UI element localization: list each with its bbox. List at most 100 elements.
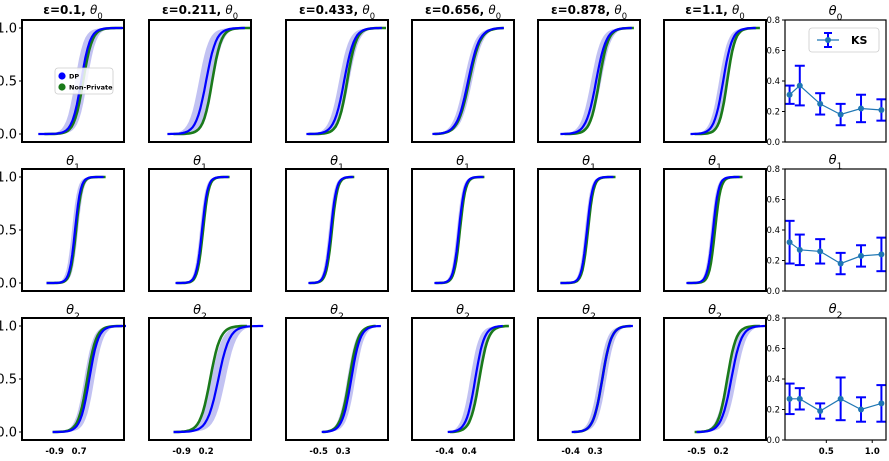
x-tick-label: 0.2	[714, 447, 729, 457]
ks-y-tick-label: 0.0	[766, 287, 780, 297]
panel-frame	[663, 168, 767, 292]
ks-y-tick-label: 0.2	[766, 108, 780, 118]
x-tick-label: -0.9	[172, 447, 191, 457]
panel-frame	[663, 317, 767, 441]
panel-title: θ1	[708, 154, 722, 173]
panel-frame	[537, 317, 641, 441]
dp-curve	[686, 175, 740, 285]
ks-y-tick-label: 0.0	[766, 436, 780, 446]
panel-frame	[411, 168, 515, 292]
panel-frame	[537, 19, 641, 143]
x-tick-label: 0.3	[588, 447, 603, 457]
cdf-panel-r1-c2: θ1	[285, 154, 389, 292]
ks-y-tick-label: 0.8	[766, 16, 780, 26]
cdf-panel-r2-c2: -0.5 0.3 θ2	[285, 303, 389, 457]
cdf-panel-r1-c4: θ1	[537, 154, 641, 292]
non-private-curve	[308, 26, 386, 136]
ks-point	[817, 408, 824, 415]
ks-title: θ1	[829, 153, 843, 172]
panel-title: θ1	[330, 154, 344, 173]
legend: DP Non-Private	[54, 67, 114, 95]
ks-point	[786, 91, 793, 98]
panel-frame	[148, 168, 252, 292]
non-private-curve	[564, 26, 634, 136]
cdf-panel-r1-c5: θ1	[663, 154, 767, 292]
y-tick-label: 0.0	[0, 426, 17, 441]
y-tick-label: 0.5	[0, 75, 17, 90]
ks-point	[796, 246, 803, 253]
ks-point	[817, 248, 824, 255]
ks-point	[786, 395, 793, 402]
panel-title: θ1	[66, 154, 80, 173]
x-tick-label: 0.2	[199, 447, 214, 457]
ks-y-tick-label: 0.2	[766, 257, 780, 267]
y-tick-label: 0.5	[0, 224, 17, 239]
legend-label: DP	[69, 72, 79, 80]
cdf-panel-r0-c4: ε=0.878, θ0	[537, 3, 641, 143]
cdf-panel-r2-c0: 0.0 0.5 1.0 -0.9 0.7 θ2	[0, 303, 126, 457]
ks-y-tick-label: 0.0	[766, 138, 780, 148]
ks-panel-r0: 0.0 0.2 0.4 0.6 0.8 θ0 KS	[766, 4, 887, 148]
cdf-panel-r1-c3: θ1	[411, 154, 515, 292]
ks-legend: KS	[808, 27, 880, 53]
panel-frame	[663, 19, 767, 143]
x-tick-label: 0.7	[72, 447, 87, 457]
ks-point	[837, 111, 844, 118]
ks-point	[837, 260, 844, 267]
dp-curve	[432, 26, 504, 136]
panel-title: θ2	[193, 303, 207, 322]
dp-curve	[434, 175, 484, 285]
dp-curve	[560, 175, 614, 285]
ks-point	[796, 82, 803, 89]
panel-title: θ1	[456, 154, 470, 173]
dp-curve	[571, 324, 633, 434]
ks-title: θ0	[829, 4, 843, 23]
panel-title: ε=0.656, θ0	[425, 3, 501, 21]
ks-y-tick-label: 0.8	[766, 165, 780, 175]
y-tick-label: 0.5	[0, 373, 17, 388]
ks-point	[878, 251, 885, 258]
ks-line	[789, 84, 882, 116]
dp-curve	[167, 26, 245, 136]
ks-x-tick-label: 1.0	[865, 447, 880, 457]
dp-curve	[690, 26, 756, 136]
cdf-panel-r2-c1: -0.9 0.2 θ2	[148, 303, 264, 457]
ks-y-tick-label: 0.4	[766, 375, 780, 385]
panel-frame	[21, 317, 125, 441]
ks-y-tick-label: 0.6	[766, 345, 780, 355]
ks-y-tick-label: 0.8	[766, 314, 780, 324]
ks-legend-label: KS	[851, 34, 868, 47]
y-tick-label: 0.0	[0, 128, 17, 143]
cdf-panel-r0-c2: ε=0.433, θ0	[285, 3, 389, 143]
ks-frame	[784, 317, 887, 441]
dp-curve	[175, 175, 229, 285]
non-private-curve	[687, 175, 743, 285]
ks-panel-r2: 0.0 0.2 0.4 0.6 0.8 θ2 0.5 1.0	[766, 302, 887, 457]
ks-point	[858, 252, 865, 259]
dp-curve	[46, 175, 104, 285]
dp-curve	[173, 324, 264, 434]
cdf-panel-r1-c1: θ1	[148, 154, 252, 292]
dp-curve	[696, 324, 766, 434]
y-tick-label: 1.0	[0, 171, 17, 186]
y-tick-label: 1.0	[0, 22, 17, 37]
ks-line	[789, 241, 882, 265]
non-private-curve	[52, 324, 122, 434]
panel-frame	[411, 317, 515, 441]
x-tick-label: 0.3	[336, 447, 351, 457]
dp-curve	[560, 26, 632, 136]
panel-frame	[411, 19, 515, 143]
panel-frame	[148, 317, 252, 441]
cdf-panel-r2-c5: -0.5 0.2 θ2	[663, 303, 767, 457]
panel-title: ε=0.433, θ0	[299, 3, 375, 21]
dp-curve	[447, 324, 503, 434]
ks-title: θ2	[829, 302, 843, 321]
cdf-panel-r2-c3: -0.4 0.4 θ2	[411, 303, 515, 457]
panel-title: ε=0.878, θ0	[551, 3, 627, 21]
ks-point	[837, 395, 844, 402]
panel-title: θ2	[708, 303, 722, 322]
cdf-panel-r1-c0: 0.0 0.5 1.0 θ1	[0, 154, 125, 292]
panel-title: θ2	[66, 303, 80, 322]
x-tick-label: 0.4	[462, 447, 477, 457]
x-tick-label: -0.4	[561, 447, 580, 457]
